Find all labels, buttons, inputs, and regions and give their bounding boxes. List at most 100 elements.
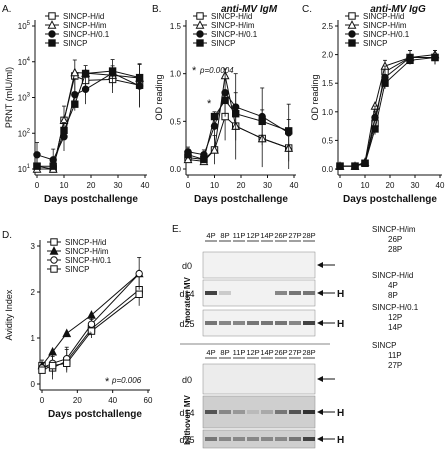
band [303, 291, 315, 295]
y-axis-label: PRNT (mIU/ml) [4, 67, 14, 128]
row-label: d14 [179, 289, 194, 299]
blot-row-d0: d0 [182, 251, 335, 279]
legend-entry: SINCP-H/0.1 [65, 256, 112, 265]
data-point [200, 155, 208, 164]
series-sincp [38, 290, 143, 374]
row-label: d25 [179, 319, 194, 329]
group-name: SINCP-H/0.1 [372, 303, 419, 312]
row-label: d25 [179, 435, 194, 445]
group-name: SINCP-H/id [372, 271, 413, 280]
x-tick-label: 40 [141, 181, 150, 190]
legend-marker [196, 30, 204, 38]
data-point [221, 89, 229, 97]
y-tick-label: 1 [31, 334, 36, 343]
data-point [431, 53, 439, 62]
panel-label: A. [2, 4, 11, 15]
group-lane: 11P [388, 351, 402, 360]
legend-entry: SINCP [211, 39, 235, 48]
y-axis-label: Avidity Index [4, 289, 14, 340]
chart-title: anti-MV IgM [221, 4, 278, 15]
annotation-star-pvalue: * [105, 376, 110, 388]
data-point [135, 82, 144, 90]
data-point [371, 125, 379, 133]
data-point [371, 113, 379, 122]
group-lane: 12P [388, 313, 402, 322]
y-tick-label: 2.0 [322, 51, 334, 60]
panel-label: E. [172, 224, 181, 235]
lane-label: 12P [246, 231, 259, 240]
y-tick-label: 1.5 [322, 79, 334, 88]
lane-label: 26P [274, 348, 287, 357]
panel-label: D. [2, 230, 12, 241]
y-tick-label: 0.5 [322, 136, 334, 145]
legend-marker [47, 20, 57, 29]
data-point [87, 327, 96, 335]
data-point [60, 126, 68, 135]
band [261, 410, 273, 414]
band [275, 437, 287, 441]
data-point [258, 117, 266, 126]
arrow-head [317, 409, 323, 415]
x-tick-label: 60 [144, 396, 153, 405]
series-sincp-h-im [32, 67, 145, 173]
x-tick-label: 10 [210, 181, 219, 190]
blot-row-d0: d0 [182, 363, 335, 395]
x-axis-label: Days postchallenge [48, 409, 142, 420]
band [205, 437, 217, 441]
data-point [351, 162, 359, 170]
y-tick-label: 0.0 [170, 165, 182, 174]
band [247, 321, 259, 325]
data-point [232, 110, 240, 118]
y-tick-label: 101 [18, 164, 31, 174]
data-point [33, 151, 41, 159]
x-tick-label: 40 [290, 181, 299, 190]
band [219, 321, 231, 325]
band [219, 291, 231, 295]
lane-label: 11P [233, 348, 246, 357]
band [205, 291, 217, 295]
x-tick-label: 10 [60, 181, 69, 190]
band [205, 321, 217, 325]
lane-label: 12P [246, 348, 259, 357]
legend-entry: SINCP-H/0.1 [211, 30, 258, 39]
x-tick-label: 30 [263, 181, 272, 190]
band [233, 321, 245, 325]
lane-label: 26P [274, 231, 287, 240]
x-tick-label: 0 [35, 181, 40, 190]
group-lane: 27P [388, 361, 402, 370]
series-sincp-h-im [183, 70, 294, 166]
data-point [135, 73, 144, 82]
band [205, 410, 217, 414]
legend-marker [50, 265, 58, 273]
band [275, 321, 287, 325]
legend-entry: SINCP-H/im [63, 21, 107, 30]
data-point [183, 154, 193, 164]
y-tick-exponent: 3 [27, 93, 31, 99]
series-sincp-h-im [335, 49, 440, 170]
data-point [336, 162, 344, 170]
blot-row-d25: d25 H [179, 429, 344, 449]
band-marker-label: H [337, 289, 344, 300]
data-point [38, 366, 46, 374]
band [303, 321, 315, 325]
arrow-head [317, 320, 323, 326]
panel-label: C. [302, 4, 312, 15]
data-point [381, 79, 389, 87]
band [233, 437, 245, 441]
y-tick-label: 1.0 [170, 70, 182, 79]
chart-title: anti-MV IgG [370, 4, 426, 15]
annotation-star-point: * [207, 98, 212, 110]
data-point [135, 269, 143, 278]
annotation-pvalue: p=0.0004 [199, 66, 234, 75]
lane-label: 14P [260, 348, 273, 357]
legend-entry: SINCP-H/id [211, 12, 252, 21]
band [219, 437, 231, 441]
y-tick-exponent: 1 [27, 164, 31, 170]
legend-marker [49, 246, 59, 255]
band-marker-label: H [337, 435, 344, 446]
data-point [361, 159, 369, 167]
